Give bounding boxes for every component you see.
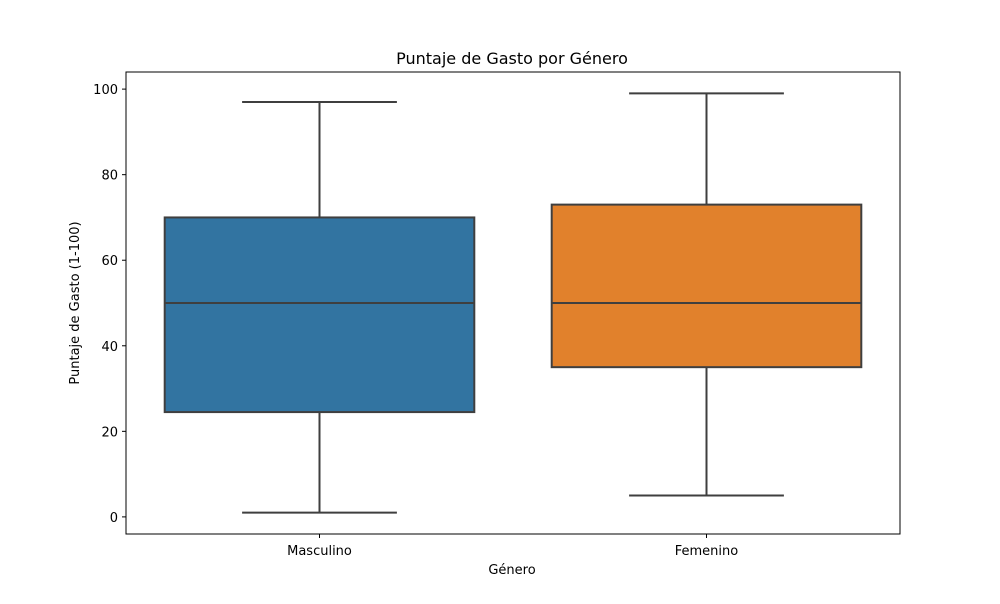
y-tick-label: 100 [93, 83, 118, 98]
x-axis-label: Género [488, 563, 535, 578]
box-masculino [163, 216, 476, 414]
chart-title: Puntaje de Gasto por Género [396, 49, 628, 68]
y-tick-label: 80 [101, 169, 118, 184]
box-femenino [550, 203, 863, 369]
y-tick-label: 60 [101, 254, 118, 269]
x-tick-label: Femenino [675, 544, 739, 559]
x-tick-label: Masculino [287, 544, 352, 559]
y-tick-label: 20 [101, 425, 118, 440]
y-tick-label: 40 [101, 340, 118, 355]
y-tick-label: 0 [110, 511, 118, 526]
plot-frame [125, 71, 901, 535]
y-axis-label: Puntaje de Gasto (1-100) [68, 221, 83, 384]
plot-area: 0 20 40 60 80 100 Masculino Femenino [93, 71, 901, 559]
